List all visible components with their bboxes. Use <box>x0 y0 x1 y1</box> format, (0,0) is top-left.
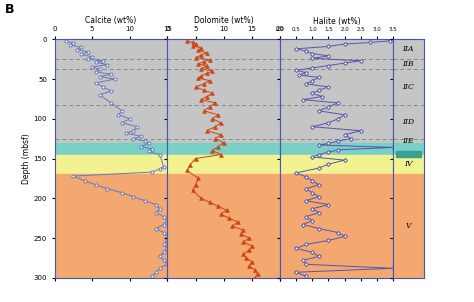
Text: V: V <box>406 222 411 230</box>
Bar <box>396 151 421 157</box>
Text: IIB: IIB <box>402 60 414 68</box>
Bar <box>393 155 424 175</box>
Y-axis label: Depth (mbsf): Depth (mbsf) <box>22 133 31 184</box>
Text: IV: IV <box>404 160 412 168</box>
Bar <box>167 143 280 155</box>
X-axis label: Dolomite (wt%): Dolomite (wt%) <box>194 16 254 25</box>
Bar <box>280 39 393 143</box>
Bar <box>280 143 393 155</box>
Text: IID: IID <box>402 118 414 126</box>
Text: IIA: IIA <box>402 45 414 53</box>
Bar <box>167 39 280 143</box>
Text: B: B <box>5 3 14 16</box>
Bar <box>393 39 424 143</box>
Bar <box>280 155 393 175</box>
Bar <box>55 39 167 143</box>
Bar <box>167 155 280 175</box>
Bar <box>393 143 424 155</box>
Bar <box>55 143 167 155</box>
Text: IIE: IIE <box>402 137 414 145</box>
Bar <box>167 175 280 279</box>
Text: IIC: IIC <box>402 83 414 91</box>
Bar <box>55 155 167 175</box>
X-axis label: Halite (wt%): Halite (wt%) <box>313 17 360 26</box>
X-axis label: Calcite (wt%): Calcite (wt%) <box>85 16 137 25</box>
Bar <box>55 175 167 279</box>
Bar <box>393 175 424 279</box>
Bar <box>280 175 393 279</box>
